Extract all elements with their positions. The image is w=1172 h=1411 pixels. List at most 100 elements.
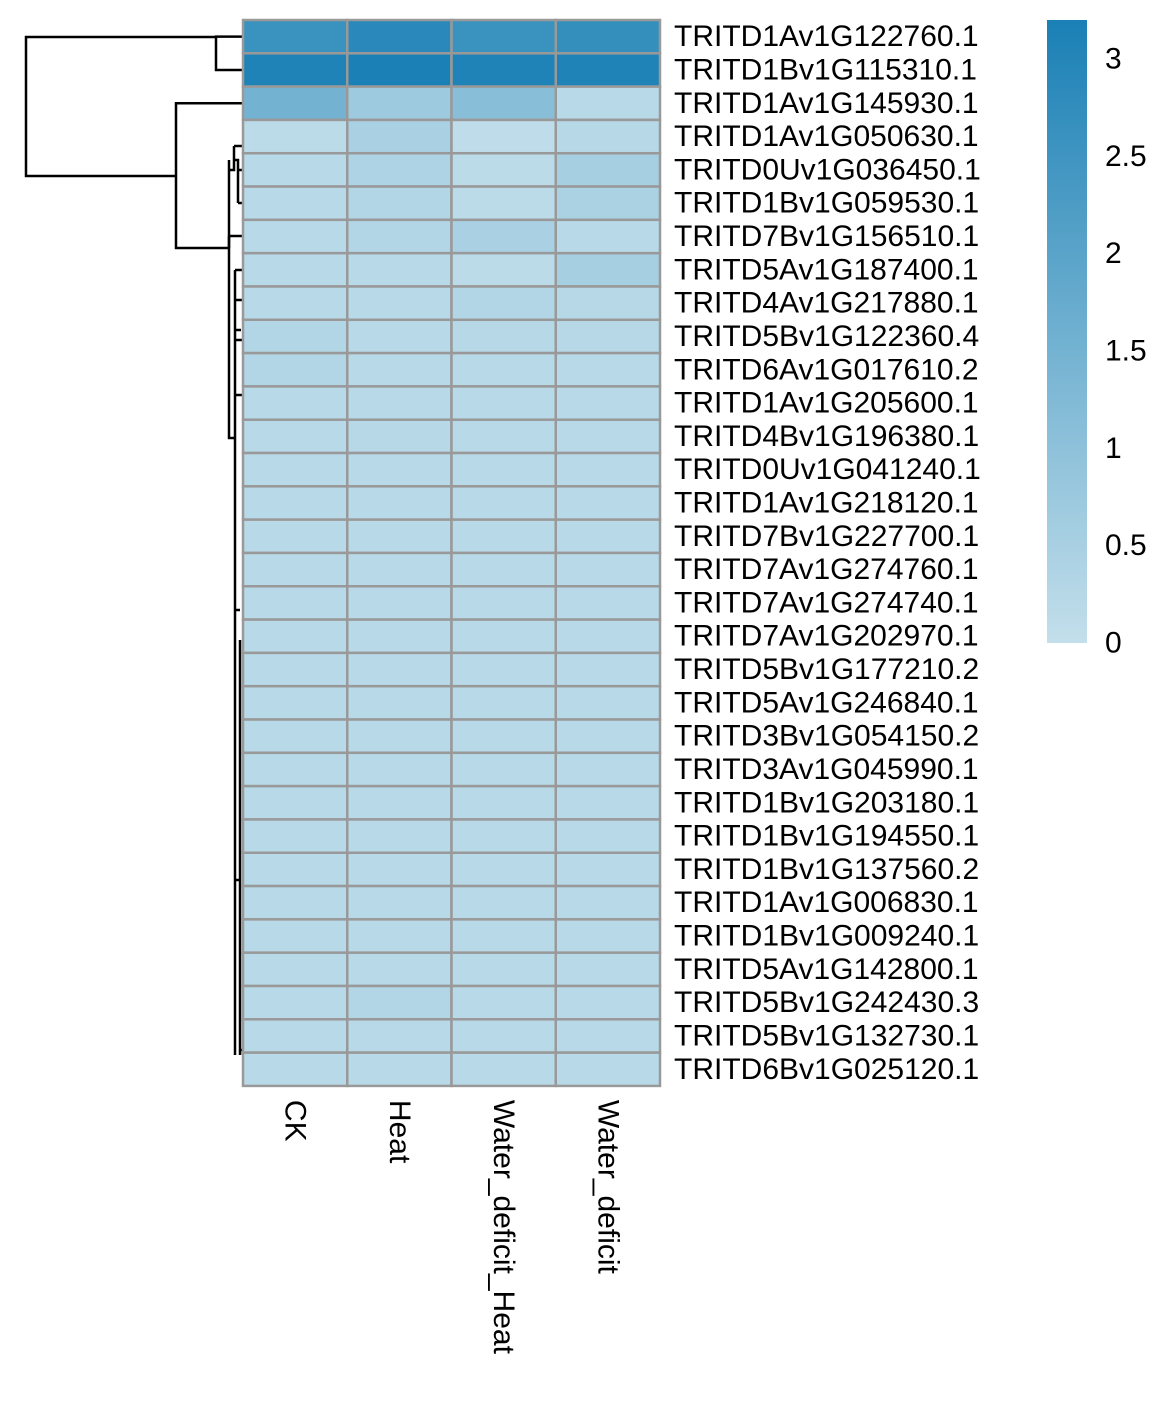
heatmap-cell xyxy=(241,851,349,888)
heatmap-cell xyxy=(450,884,557,921)
heatmap-cell xyxy=(554,718,662,755)
heatmap-cell xyxy=(241,884,349,921)
row-label: TRITD1Av1G050630.1 xyxy=(674,120,979,153)
heatmap-cell xyxy=(241,984,349,1021)
heatmap-cell xyxy=(346,918,453,954)
heatmap-cell xyxy=(450,485,557,521)
heatmap-cell xyxy=(346,18,453,55)
heatmap-cell xyxy=(554,751,662,788)
heatmap-cell xyxy=(554,618,662,655)
heatmap-cell xyxy=(554,884,662,921)
heatmap-cell xyxy=(346,385,453,421)
heatmap-cell xyxy=(554,684,662,721)
heatmap-cell xyxy=(241,651,349,688)
heatmap-cell xyxy=(554,551,662,588)
heatmap-cell xyxy=(554,518,662,555)
heatmap-cell xyxy=(241,451,349,488)
heatmap-cell xyxy=(241,1051,349,1088)
heatmap-cell xyxy=(450,751,557,788)
heatmap-cell xyxy=(346,318,453,355)
row-label: TRITD1Bv1G115310.1 xyxy=(674,53,977,86)
heatmap-cell xyxy=(554,818,662,855)
heatmap-cell xyxy=(241,751,349,788)
heatmap-cells xyxy=(241,18,662,1088)
heatmap-cell xyxy=(346,285,453,322)
dendrogram-branch xyxy=(174,102,229,250)
heatmap-cell xyxy=(554,851,662,888)
heatmap-cell xyxy=(346,851,453,888)
heatmap-cell xyxy=(450,618,557,655)
column-label: CK xyxy=(279,1100,312,1142)
column-label: Water_deficit xyxy=(591,1100,624,1275)
dendrogram-branch xyxy=(24,35,216,178)
heatmap-cell xyxy=(450,684,557,721)
row-label: TRITD6Bv1G025120.1 xyxy=(674,1053,979,1086)
row-label: TRITD1Av1G122760.1 xyxy=(674,20,979,53)
heatmap-cell xyxy=(241,285,349,322)
column-label: Water_deficit_Heat xyxy=(487,1100,520,1355)
heatmap-cell xyxy=(241,551,349,588)
heatmap-cell xyxy=(346,251,453,288)
heatmap-cell xyxy=(450,918,557,954)
heatmap-cell xyxy=(346,951,453,988)
heatmap-cell xyxy=(554,318,662,355)
heatmap-cell xyxy=(241,151,349,188)
heatmap-cell xyxy=(554,85,662,122)
row-label: TRITD1Bv1G137560.2 xyxy=(674,853,979,886)
row-label: TRITD0Uv1G041240.1 xyxy=(674,453,981,486)
heatmap-cell xyxy=(554,285,662,322)
heatmap-cell xyxy=(450,818,557,855)
heatmap-cell xyxy=(554,485,662,521)
heatmap-cell xyxy=(346,718,453,755)
heatmap-cell xyxy=(241,618,349,655)
row-label: TRITD7Av1G202970.1 xyxy=(674,620,979,653)
row-label: TRITD6Av1G017610.2 xyxy=(674,353,979,386)
column-label: Heat xyxy=(383,1100,416,1164)
heatmap-cell xyxy=(450,285,557,322)
heatmap-cell xyxy=(450,784,557,821)
row-label: TRITD7Av1G274740.1 xyxy=(674,586,979,619)
heatmap-cell xyxy=(346,651,453,688)
heatmap-cell xyxy=(554,52,662,88)
heatmap-cell xyxy=(346,751,453,788)
heatmap-cell xyxy=(450,951,557,988)
row-label: TRITD1Bv1G059530.1 xyxy=(674,187,979,220)
heatmap-cell xyxy=(554,918,662,954)
heatmap-cell xyxy=(554,784,662,821)
legend-tick-label: 1 xyxy=(1105,432,1122,465)
heatmap-cell xyxy=(554,18,662,55)
heatmap-cell xyxy=(241,684,349,721)
row-label: TRITD4Av1G217880.1 xyxy=(674,287,979,320)
heatmap-cell xyxy=(450,585,557,621)
color-legend-ticks: 0 0.5 1 1.5 2 2.5 3 xyxy=(1105,42,1147,659)
legend-tick-label: 1.5 xyxy=(1105,334,1147,367)
heatmap-cell xyxy=(554,451,662,488)
row-label: TRITD1Av1G205600.1 xyxy=(674,387,979,420)
heatmap-cell xyxy=(241,418,349,455)
heatmap-cell xyxy=(346,351,453,388)
legend-tick-label: 3 xyxy=(1105,42,1122,75)
heatmap-cell xyxy=(241,385,349,421)
row-label: TRITD7Bv1G227700.1 xyxy=(674,520,979,553)
heatmap-cell xyxy=(450,651,557,688)
heatmap-cell xyxy=(450,984,557,1021)
heatmap-cell xyxy=(346,52,453,88)
heatmap-cell xyxy=(241,18,349,55)
legend-tick-label: 2.5 xyxy=(1105,140,1147,173)
heatmap-cell xyxy=(346,984,453,1021)
heatmap-cell xyxy=(346,884,453,921)
heatmap-cell xyxy=(346,218,453,255)
heatmap-cell xyxy=(346,85,453,122)
heatmap-cell xyxy=(241,485,349,521)
heatmap-cell xyxy=(554,218,662,255)
row-label: TRITD1Bv1G203180.1 xyxy=(674,786,979,819)
row-label: TRITD3Bv1G054150.2 xyxy=(674,720,979,753)
heatmap-cell xyxy=(450,52,557,88)
heatmap-cell xyxy=(346,784,453,821)
heatmap-cell xyxy=(241,951,349,988)
row-label: TRITD1Av1G006830.1 xyxy=(674,886,979,919)
row-label: TRITD3Av1G045990.1 xyxy=(674,753,979,786)
heatmap-cell xyxy=(450,218,557,255)
heatmap-cell xyxy=(450,185,557,222)
